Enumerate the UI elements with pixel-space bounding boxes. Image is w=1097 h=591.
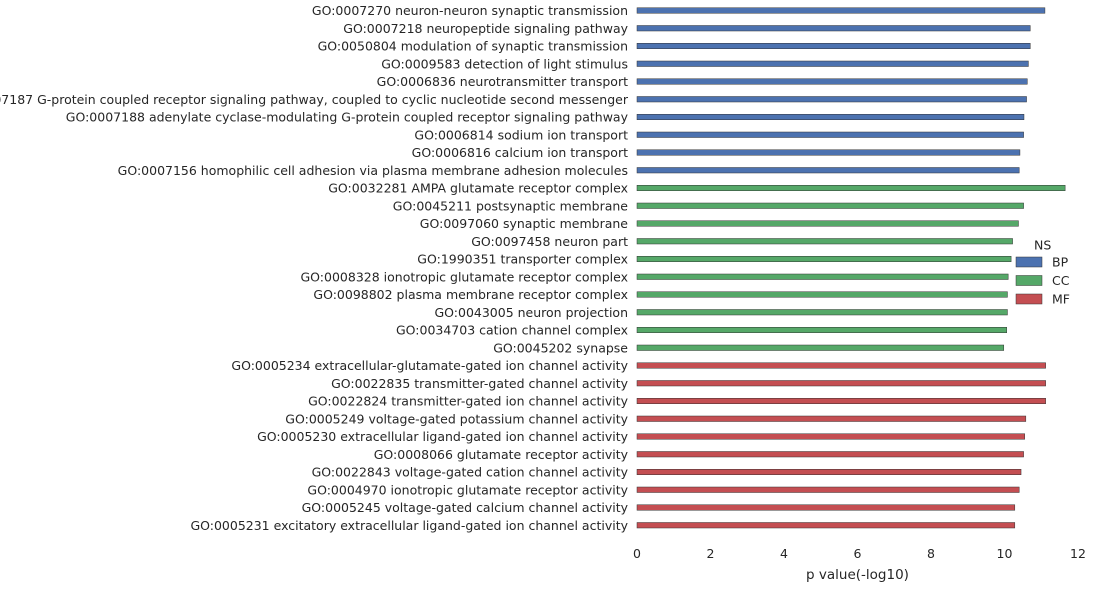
x-axis: 0 2 4 6 8 10 12 p value(-log10) — [633, 546, 1086, 583]
category-label: GO:0006836 neurotransmitter transport — [377, 74, 628, 89]
category-label: GO:0005234 extracellular-glutamate-gated… — [231, 358, 628, 373]
bar-mf — [636, 486, 1020, 493]
x-tick-label: 12 — [1070, 546, 1086, 561]
category-label: GO:0005230 extracellular ligand-gated io… — [257, 429, 629, 444]
bar-mf — [636, 415, 1027, 422]
bar-bp — [636, 96, 1027, 103]
bar-bp — [636, 167, 1020, 174]
bar-cc — [636, 238, 1013, 245]
category-label: GO:0008328 ionotropic glutamate receptor… — [301, 269, 629, 284]
legend-swatch-bp — [1015, 256, 1043, 268]
bar-bp — [636, 131, 1024, 138]
bar-bp — [636, 149, 1021, 156]
category-label: GO:0006814 sodium ion transport — [414, 127, 628, 142]
category-label: GO:0045202 synapse — [493, 340, 628, 355]
bar-cc — [636, 291, 1008, 298]
category-label: GO:0097458 neuron part — [471, 234, 628, 249]
x-tick-label: 2 — [707, 546, 715, 561]
bar-mf — [636, 504, 1016, 511]
bar-mf — [636, 469, 1022, 475]
x-tick-label: 8 — [927, 546, 935, 561]
category-label: GO:0008066 glutamate receptor activity — [374, 447, 629, 462]
bar-bp — [636, 25, 1031, 32]
bar-cc — [636, 202, 1024, 209]
category-label: GO:0097060 synaptic membrane — [420, 216, 629, 231]
bar-bp — [636, 78, 1028, 85]
category-label: GO:0050804 modulation of synaptic transm… — [318, 39, 628, 54]
category-label: GO:0022843 voltage-gated cation channel … — [312, 465, 629, 480]
bar-bp — [636, 60, 1029, 67]
bar-mf — [636, 362, 1046, 369]
bar-mf — [636, 522, 1016, 529]
category-label: GO:1990351 transporter complex — [417, 252, 628, 267]
bar-cc — [636, 344, 1005, 351]
bar-cc — [636, 309, 1008, 316]
legend-label-mf: MF — [1052, 292, 1070, 307]
legend-label-cc: CC — [1052, 273, 1070, 288]
category-label: GO:0098802 plasma membrane receptor comp… — [313, 287, 628, 302]
category-label: GO:0032281 AMPA glutamate receptor compl… — [328, 181, 628, 196]
bar-bp — [636, 114, 1025, 120]
x-tick-label: 10 — [997, 546, 1013, 561]
legend-title: NS — [1034, 238, 1051, 253]
bar-cc — [636, 185, 1066, 191]
bar-mf — [636, 451, 1024, 458]
category-label: GO:0045211 postsynaptic membrane — [393, 198, 629, 213]
x-tick-label: 6 — [854, 546, 862, 561]
bar-bp — [636, 7, 1046, 14]
category-label: GO:0022824 transmitter-gated ion channel… — [308, 394, 629, 409]
category-label: GO:0022835 transmitter-gated channel act… — [331, 376, 628, 391]
bar-cc — [636, 327, 1007, 333]
category-label: GO:0004970 ionotropic glutamate receptor… — [307, 482, 628, 497]
x-axis-label: p value(-log10) — [806, 567, 909, 583]
legend-swatch-cc — [1015, 275, 1043, 286]
bar-cc — [636, 256, 1012, 262]
category-label: GO:0007188 adenylate cyclase-modulating … — [66, 110, 629, 125]
bar-mf — [636, 433, 1025, 440]
bars-layer — [636, 7, 1066, 529]
category-label: GO:0007156 homophilic cell adhesion via … — [118, 163, 628, 178]
category-label: GO:0005231 excitatory extracellular liga… — [190, 518, 628, 533]
bar-cc — [636, 220, 1019, 227]
legend-label-bp: BP — [1052, 255, 1069, 270]
bar-mf — [636, 380, 1046, 387]
category-label: GO:0007218 neuropeptide signaling pathwa… — [343, 21, 628, 36]
x-tick-label: 0 — [633, 546, 641, 561]
bar-bp — [636, 43, 1031, 49]
category-label: GO:0043005 neuron projection — [434, 305, 628, 320]
legend-swatch-mf — [1015, 293, 1043, 305]
category-label: GO:0009583 detection of light stimulus — [381, 56, 628, 71]
bar-cc — [636, 273, 1009, 280]
x-tick-label: 4 — [780, 546, 788, 561]
category-labels: GO:0007270 neuron-neuron synaptic transm… — [0, 3, 629, 533]
category-label: GO:0007187 G-protein coupled receptor si… — [0, 92, 629, 107]
category-label: GO:0005245 voltage-gated calcium channel… — [302, 500, 629, 515]
bar-mf — [636, 398, 1046, 404]
category-label: GO:0006816 calcium ion transport — [412, 145, 628, 160]
category-label: GO:0005249 voltage-gated potassium chann… — [285, 411, 628, 426]
category-label: GO:0007270 neuron-neuron synaptic transm… — [312, 3, 628, 18]
category-label: GO:0034703 cation channel complex — [396, 323, 628, 338]
